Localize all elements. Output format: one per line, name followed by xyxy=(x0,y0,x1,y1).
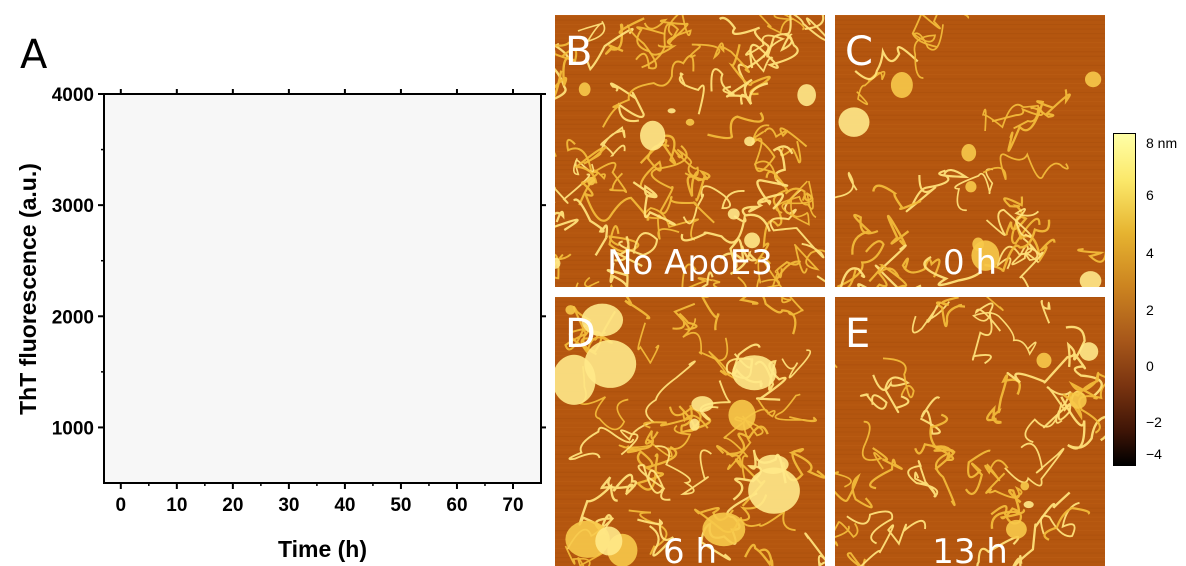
afm-caption-b: No ApoE3 xyxy=(607,243,773,283)
colorbar-tick: −4 xyxy=(1146,446,1162,462)
afm-panel-d: D 6 h xyxy=(555,297,825,566)
x-tick-label: 50 xyxy=(390,495,411,516)
panel-label-a: A xyxy=(20,32,48,78)
x-tick-label: 40 xyxy=(334,495,355,516)
afm-panel-letter-e: E xyxy=(845,311,871,357)
afm-panel-letter-d: D xyxy=(565,311,596,357)
colorbar-tick: 2 xyxy=(1146,302,1154,318)
colorbar-tick: 0 xyxy=(1146,358,1154,374)
height-colorbar xyxy=(1113,133,1136,466)
afm-panel-b: B No ApoE3 xyxy=(555,15,825,287)
colorbar-tick: −2 xyxy=(1146,414,1162,430)
colorbar-tick: 4 xyxy=(1146,245,1154,261)
x-tick-label: 10 xyxy=(166,495,187,516)
afm-caption-d: 6 h xyxy=(663,532,717,566)
y-tick-label: 4000 xyxy=(52,85,94,106)
afm-panel-c: C 0 h xyxy=(835,15,1105,287)
afm-image-b xyxy=(555,15,825,287)
plot-area xyxy=(104,94,541,483)
x-tick-label: 60 xyxy=(446,495,467,516)
x-axis-title: Time (h) xyxy=(278,536,367,562)
plot-frame xyxy=(103,93,542,484)
x-tick-label: 70 xyxy=(502,495,523,516)
afm-image-e xyxy=(835,297,1105,566)
afm-panel-letter-c: C xyxy=(845,29,873,75)
x-tick-label: 20 xyxy=(222,495,243,516)
afm-panel-letter-b: B xyxy=(565,29,593,75)
y-tick-label: 3000 xyxy=(52,196,94,217)
tht-fluorescence-chart: No ApoE3 addition0 h6 h13 h30 h 01020304… xyxy=(15,85,546,562)
x-tick-label: 30 xyxy=(278,495,299,516)
y-tick-label: 1000 xyxy=(52,418,94,439)
colorbar-tick: 8 nm xyxy=(1146,135,1178,151)
y-tick-label: 2000 xyxy=(52,307,94,328)
afm-image-d xyxy=(555,297,825,566)
afm-caption-c: 0 h xyxy=(943,243,997,283)
colorbar-tick: 6 xyxy=(1146,187,1154,203)
afm-panel-e: E 13 h xyxy=(835,297,1105,566)
x-tick-label: 0 xyxy=(116,495,127,516)
afm-caption-e: 13 h xyxy=(932,532,1008,566)
y-axis-title: ThT fluorescence (a.u.) xyxy=(15,163,41,415)
afm-image-c xyxy=(835,15,1105,287)
